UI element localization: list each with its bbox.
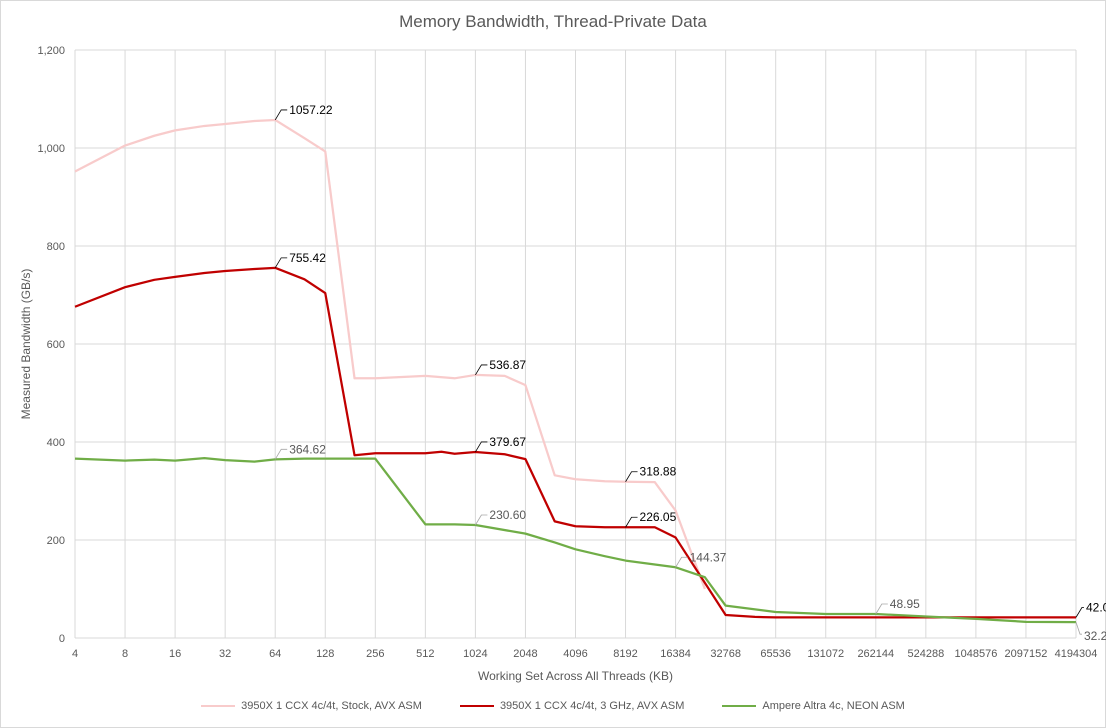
data-label: 230.60 (489, 508, 526, 522)
x-tick-label: 32 (219, 648, 231, 660)
data-label-leader (675, 556, 688, 568)
x-tick-label: 65536 (760, 648, 791, 660)
y-tick-label: 800 (47, 241, 65, 253)
x-tick-label: 8192 (613, 648, 637, 660)
x-tick-label: 2048 (513, 648, 537, 660)
x-tick-label: 8 (122, 648, 128, 660)
y-tick-label: 200 (47, 535, 65, 547)
legend-label: 3950X 1 CCX 4c/4t, Stock, AVX ASM (241, 700, 422, 712)
data-label: 379.67 (489, 435, 526, 449)
data-label-leader (1075, 606, 1084, 618)
legend-label: 3950X 1 CCX 4c/4t, 3 GHz, AVX ASM (499, 700, 685, 712)
data-label: 364.62 (289, 442, 326, 456)
y-tick-label: 1,000 (37, 143, 65, 155)
series-line-2 (74, 266, 1077, 619)
y-tick-label: 1,200 (37, 45, 65, 57)
x-tick-label: 256 (366, 648, 384, 660)
legend-item: Ampere Altra 4c, NEON ASM (722, 700, 905, 712)
data-label: 318.88 (640, 465, 677, 479)
data-label: 226.05 (640, 510, 677, 524)
x-tick-label: 64 (269, 648, 281, 660)
data-label-leader (1075, 622, 1082, 635)
data-label: 32.28 (1084, 629, 1106, 643)
data-label-leader (475, 441, 488, 453)
data-label: 42.06 (1086, 600, 1106, 614)
series-line-1 (74, 118, 706, 590)
series-line-3 (74, 457, 1077, 624)
x-tick-label: 1048576 (954, 648, 997, 660)
data-label-leader (274, 109, 288, 121)
data-label-leader (475, 514, 488, 526)
y-tick-label: 0 (59, 633, 65, 645)
x-tick-label: 262144 (857, 648, 894, 660)
x-tick-label: 4194304 (1055, 648, 1098, 660)
x-tick-label: 4 (72, 648, 78, 660)
data-label: 755.42 (289, 251, 326, 265)
legend-swatch (722, 705, 757, 707)
data-label-leader (274, 448, 288, 460)
y-axis-label: Measured Bandwidth (GB/s) (19, 269, 33, 420)
x-tick-label: 16384 (660, 648, 691, 660)
x-tick-label: 131072 (807, 648, 844, 660)
y-tick-label: 400 (47, 437, 65, 449)
x-axis-label: Working Set Across All Threads (KB) (478, 669, 673, 683)
data-label: 1057.22 (289, 103, 333, 117)
data-label: 536.87 (489, 358, 526, 372)
x-tick-label: 524288 (907, 648, 944, 660)
x-tick-label: 4096 (563, 648, 587, 660)
data-label-leader (274, 257, 288, 269)
x-tick-label: 512 (416, 648, 434, 660)
data-label-leader (625, 516, 638, 528)
x-tick-label: 2097152 (1005, 648, 1048, 660)
data-label-leader (875, 603, 888, 615)
chart-legend: 3950X 1 CCX 4c/4t, Stock, AVX ASM 3950X 1… (0, 700, 1106, 712)
x-tick-label: 128 (316, 648, 334, 660)
data-label-leader (625, 471, 638, 482)
data-label-leader (475, 364, 488, 376)
data-label: 48.95 (890, 597, 920, 611)
x-tick-label: 1024 (463, 648, 487, 660)
data-label: 144.37 (690, 550, 727, 564)
legend-label: Ampere Altra 4c, NEON ASM (762, 700, 905, 712)
x-tick-label: 16 (169, 648, 181, 660)
chart-title: Memory Bandwidth, Thread-Private Data (399, 12, 707, 31)
x-tick-label: 32768 (710, 648, 741, 660)
legend-swatch (201, 705, 236, 707)
legend-item: 3950X 1 CCX 4c/4t, 3 GHz, AVX ASM (459, 700, 685, 712)
legend-swatch (459, 705, 494, 707)
legend-item: 3950X 1 CCX 4c/4t, Stock, AVX ASM (201, 700, 422, 712)
y-tick-label: 600 (47, 339, 65, 351)
